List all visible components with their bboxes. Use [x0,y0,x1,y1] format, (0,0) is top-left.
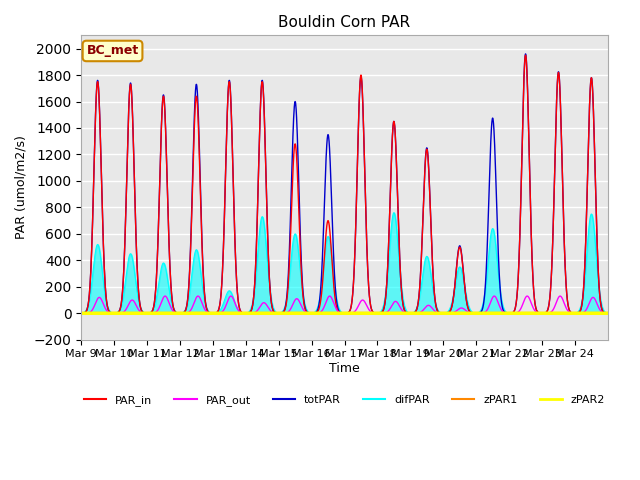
X-axis label: Time: Time [329,362,360,375]
Title: Bouldin Corn PAR: Bouldin Corn PAR [278,15,411,30]
Y-axis label: PAR (umol/m2/s): PAR (umol/m2/s) [15,136,28,240]
Legend: PAR_in, PAR_out, totPAR, difPAR, zPAR1, zPAR2: PAR_in, PAR_out, totPAR, difPAR, zPAR1, … [79,391,610,410]
Text: BC_met: BC_met [86,45,139,58]
